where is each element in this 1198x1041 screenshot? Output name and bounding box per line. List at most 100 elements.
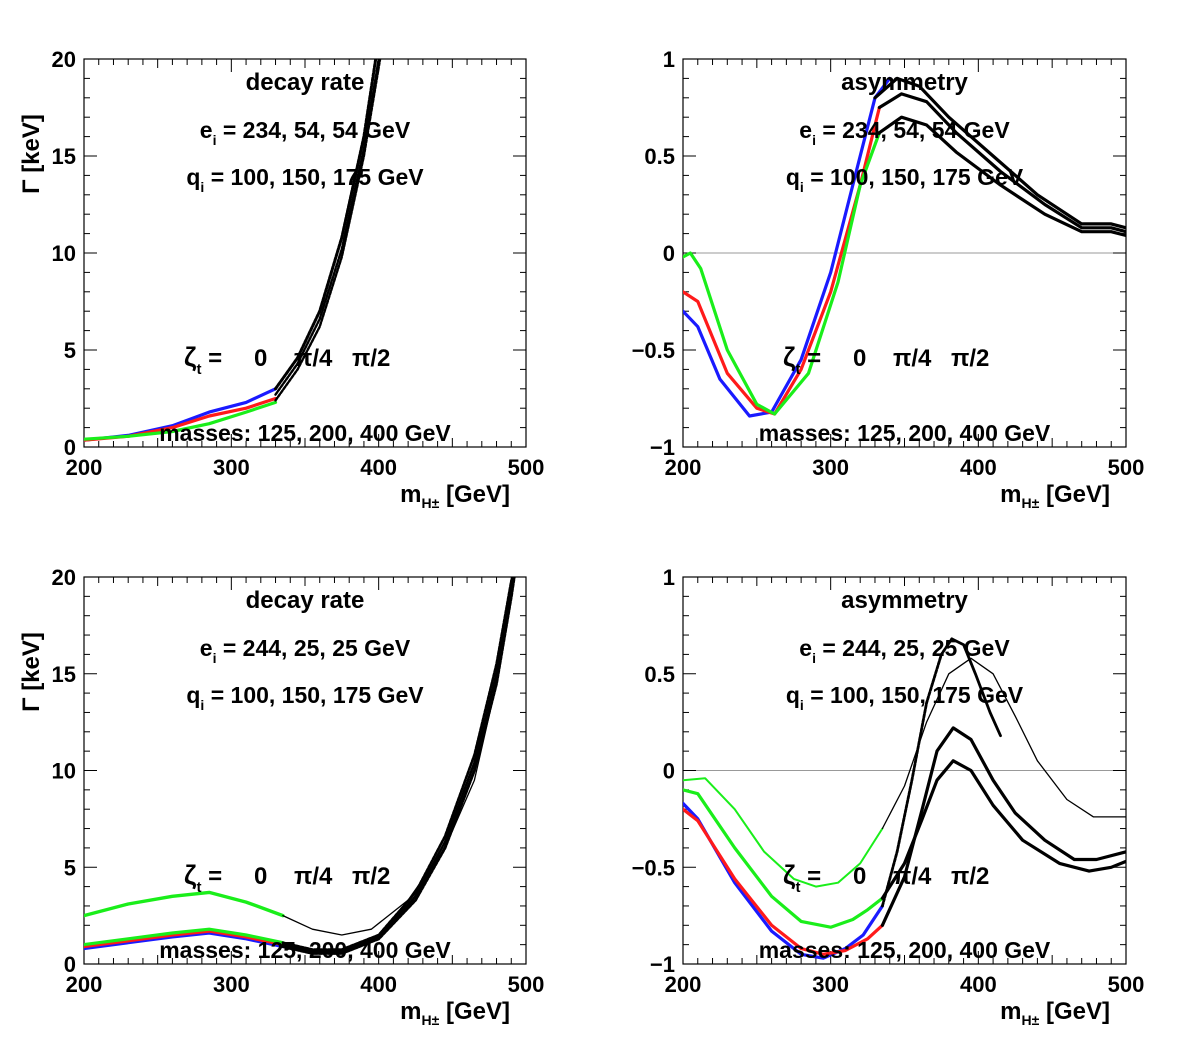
zeta-value: π/4: [294, 863, 333, 890]
zeta-value: 0: [853, 863, 866, 890]
series-group: [683, 76, 1126, 418]
x-tick-label: 500: [508, 972, 545, 997]
series-line: [683, 777, 884, 888]
zeta-value: π/4: [294, 345, 333, 372]
masses-label: masses: 125, 200, 400 GeV: [759, 937, 1051, 963]
series-line: [84, 927, 285, 947]
panel-title: asymmetry: [841, 587, 968, 614]
y-tick-label: 15: [52, 662, 76, 687]
y-axis-label: Γ [keV]: [18, 114, 45, 194]
x-tick-label: 200: [665, 455, 702, 480]
zeta-value: π/2: [352, 345, 390, 372]
y-tick-label: 15: [52, 144, 76, 169]
series-line: [873, 76, 1126, 230]
zeta-label: ζt =: [783, 860, 821, 896]
x-axis-label: mH± [GeV]: [1000, 998, 1110, 1028]
zeta-label: ζt =: [783, 342, 821, 378]
x-tick-label: 300: [812, 972, 849, 997]
zeta-value: π/4: [893, 345, 932, 372]
x-tick-label: 300: [213, 972, 250, 997]
zeta-value: π/2: [951, 345, 989, 372]
x-tick-label: 200: [665, 972, 702, 997]
masses-label: masses: 125, 200, 400 GeV: [759, 420, 1051, 446]
zeta-value: 0: [254, 345, 267, 372]
y-tick-label: 0.5: [644, 144, 675, 169]
x-tick-label: 300: [213, 455, 250, 480]
x-tick-label: 200: [66, 455, 103, 480]
series-line: [880, 726, 1126, 927]
series-line: [683, 788, 885, 929]
y-tick-label: 5: [64, 855, 76, 880]
zeta-value: π/2: [352, 863, 390, 890]
series-line: [880, 759, 1126, 900]
y-tick-label: 1: [663, 565, 675, 590]
param-e-label: ei = 234, 54, 54 GeV: [200, 117, 411, 148]
y-tick-label: −0.5: [632, 855, 675, 880]
y-tick-label: −0.5: [632, 338, 675, 363]
y-tick-label: 10: [52, 759, 76, 784]
param-q-label: qi = 100, 150, 175 GeV: [186, 164, 424, 195]
zeta-label: ζt =: [184, 342, 222, 378]
y-tick-label: 0.5: [644, 662, 675, 687]
y-tick-label: −1: [650, 952, 675, 977]
zeta-value: π/4: [893, 863, 932, 890]
param-q-label: qi = 100, 150, 175 GeV: [786, 682, 1024, 713]
y-axis-label: Γ [keV]: [18, 632, 45, 712]
series-line: [274, 59, 382, 402]
zeta-value: 0: [254, 863, 267, 890]
x-tick-label: 200: [66, 972, 103, 997]
series-line: [683, 807, 885, 956]
zeta-value: π/2: [951, 863, 989, 890]
series-line: [281, 577, 516, 953]
masses-label: masses: 125, 200, 400 GeV: [159, 420, 451, 446]
series-line: [683, 76, 892, 418]
x-tick-label: 500: [1108, 455, 1145, 480]
series-line: [84, 890, 285, 918]
x-axis-label: mH± [GeV]: [400, 998, 510, 1028]
param-e-label: ei = 244, 25, 25 GeV: [200, 635, 411, 666]
panel-title: asymmetry: [841, 69, 968, 96]
param-q-label: qi = 100, 150, 175 GeV: [786, 164, 1024, 195]
y-tick-label: 0: [663, 759, 675, 784]
y-tick-label: 20: [52, 565, 76, 590]
series-line: [683, 131, 882, 416]
x-axis-label: mH± [GeV]: [1000, 481, 1110, 511]
y-tick-label: 1: [663, 47, 675, 72]
x-axis-label: mH± [GeV]: [400, 481, 510, 511]
y-tick-label: −1: [650, 435, 675, 460]
series-line: [84, 931, 285, 951]
x-tick-label: 500: [508, 455, 545, 480]
x-tick-label: 400: [360, 455, 397, 480]
series-line: [881, 637, 954, 908]
y-tick-label: 0: [64, 435, 76, 460]
series-line: [877, 92, 1126, 234]
zeta-value: 0: [853, 345, 866, 372]
zeta-label: ζt =: [184, 860, 222, 896]
series-line: [877, 115, 1126, 238]
panel-title: decay rate: [246, 587, 365, 614]
series-line: [281, 577, 515, 951]
x-tick-label: 400: [960, 972, 997, 997]
series-line: [281, 577, 516, 955]
series-group: [84, 577, 516, 955]
series-line: [274, 59, 380, 396]
x-tick-label: 500: [1108, 972, 1145, 997]
x-tick-label: 300: [812, 455, 849, 480]
y-tick-label: 20: [52, 47, 76, 72]
series-line: [950, 637, 1002, 738]
y-tick-label: 0: [64, 952, 76, 977]
series-line: [84, 400, 278, 441]
param-e-label: ei = 234, 54, 54 GeV: [799, 117, 1010, 148]
series-group: [683, 637, 1126, 960]
series-line: [274, 59, 378, 391]
x-tick-label: 400: [360, 972, 397, 997]
series-line: [683, 105, 882, 416]
y-tick-label: 5: [64, 338, 76, 363]
x-tick-label: 400: [960, 455, 997, 480]
param-q-label: qi = 100, 150, 175 GeV: [186, 682, 424, 713]
panel-title: decay rate: [246, 69, 365, 96]
series-line: [84, 929, 285, 949]
